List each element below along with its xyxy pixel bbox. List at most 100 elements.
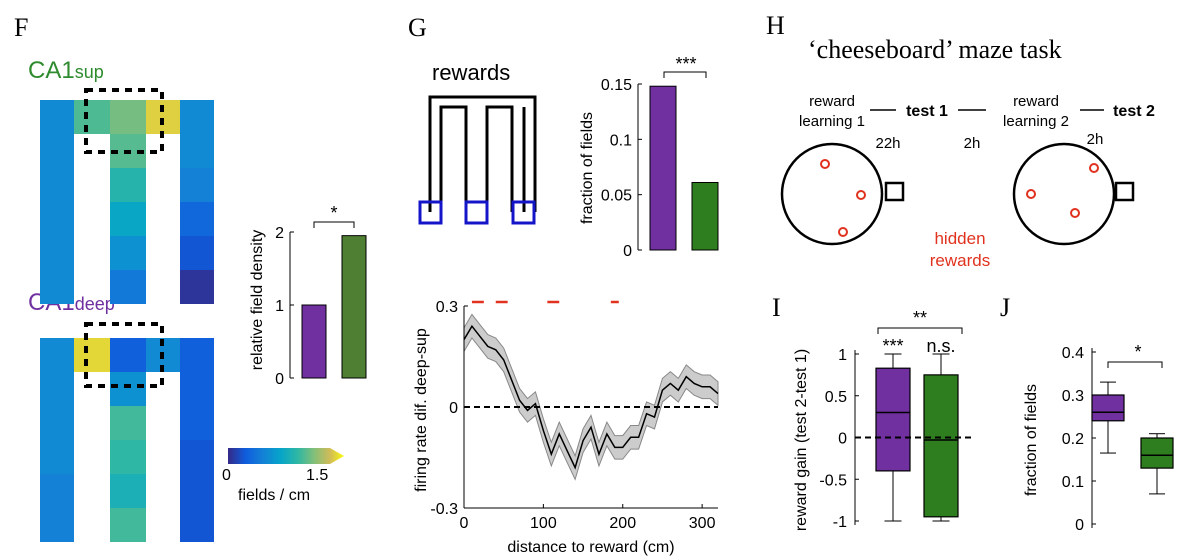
- maze-cell-left: [40, 406, 74, 440]
- box-y-tick-label: 0: [838, 431, 847, 448]
- maze-cell-center: [110, 202, 146, 236]
- f-bar: [341, 235, 367, 379]
- task-title: ‘cheeseboard’ maze task: [808, 35, 1062, 64]
- maze-cell-top: [110, 100, 146, 134]
- box-body: [923, 374, 959, 518]
- box-sig-bracket: [1107, 361, 1163, 368]
- box-label: ***: [882, 336, 903, 356]
- maze-cell-center: [110, 168, 146, 202]
- g-line-x-tick-label: 0: [460, 515, 469, 532]
- box-y-tick-label: 0.5: [825, 389, 847, 406]
- maze-cell-left: [40, 508, 74, 542]
- hidden-rewards-line1: hidden: [934, 229, 985, 248]
- panel-letter-j: J: [1000, 293, 1010, 322]
- g-y-tick-label: 0.05: [601, 188, 632, 205]
- colorbar-min-label: 0: [222, 467, 231, 484]
- j-box-chart: 0 0.1 0.2 0.3 0.4 fraction of fields *: [1023, 342, 1174, 534]
- maze-cell-right: [180, 338, 214, 372]
- maze-cell-right: [180, 270, 214, 304]
- box-ylabel: fraction of fields: [1023, 384, 1040, 496]
- reward-well-2a: [1089, 163, 1099, 173]
- maze-cell-right: [180, 134, 214, 168]
- ca1sup-title-sub: sup: [75, 62, 104, 82]
- box-y-tick-label: 0.4: [1062, 345, 1084, 362]
- cheeseboard-1: [780, 142, 884, 246]
- g-mean-line: [463, 324, 719, 470]
- hidden-rewards-line2: rewards: [930, 251, 990, 270]
- box-ylabel: reward gain (test 2-test 1): [793, 349, 810, 531]
- reward-zone-box-deep: [84, 322, 164, 388]
- g-bar: [649, 85, 677, 251]
- g-line-x-tick-label: 100: [530, 515, 557, 532]
- maze-cell-top: [74, 338, 110, 372]
- maze-cell-right: [180, 168, 214, 202]
- ca1deep-title-sub: deep: [75, 294, 115, 314]
- ca1sup-title-main: CA1: [28, 57, 75, 84]
- maze-cell-left: [40, 168, 74, 202]
- start-box-1: [884, 181, 905, 202]
- g-line-y-tick-label: 0: [449, 400, 458, 417]
- reward-learning-2-line1: reward: [1013, 93, 1059, 110]
- g-sig-label: ***: [675, 54, 696, 74]
- maze-cell-center: [110, 474, 146, 508]
- g-bar-chart: 0 0.05 0.1 0.15 *** fraction of fields: [579, 54, 719, 260]
- box-y-tick-label: 1: [838, 347, 847, 364]
- panel-letter-h: H: [766, 11, 785, 40]
- reward-learning-2-line2: learning 2: [1003, 113, 1069, 130]
- maze-cell-right: [180, 202, 214, 236]
- reward-zone-box-sup: [84, 88, 164, 154]
- maze-cell-left: [40, 372, 74, 406]
- maze-cell-right: [180, 406, 214, 440]
- box-body: [1091, 394, 1125, 422]
- box-sig-label: **: [913, 308, 927, 328]
- f-y-tick-label: 2: [275, 225, 284, 242]
- maze-cell-right: [180, 236, 214, 270]
- rewards-title: rewards: [432, 60, 510, 85]
- g-line-x-tick-label: 200: [609, 515, 636, 532]
- f-y-tick-label: 0: [275, 371, 284, 388]
- maze-cell-right: [180, 440, 214, 474]
- gap-2h-a: 2h: [964, 135, 981, 152]
- colorbar-label: fields / cm: [238, 487, 310, 504]
- maze-cell-left: [40, 440, 74, 474]
- g-sig-bracket: [663, 71, 707, 78]
- maze-cell-right: [180, 100, 214, 134]
- box-body: [875, 367, 911, 472]
- reward-well-1a: [820, 159, 830, 169]
- gap-22h: 22h: [875, 135, 900, 152]
- g-line-x-tick-label: 300: [689, 515, 716, 532]
- colorbar-max-label: 1.5: [306, 467, 328, 484]
- maze-cell-left: [40, 338, 74, 372]
- reward-box-2: [464, 200, 489, 225]
- maze-cell-top: [74, 100, 110, 134]
- g-bar: [691, 181, 719, 251]
- panel-letter-i: I: [772, 293, 781, 322]
- g-ci-band: [463, 313, 719, 481]
- box-y-tick-label: 0: [1075, 517, 1084, 534]
- f-ylabel: relative field density: [249, 230, 266, 371]
- g-y-tick-label: 0.15: [601, 77, 632, 94]
- box-sig-label: *: [1134, 342, 1141, 362]
- g-maze-schematic: [428, 95, 537, 212]
- f-sig-bracket: [313, 221, 355, 228]
- cheeseboard-2: [1012, 142, 1116, 246]
- box-y-tick-label: 0.1: [1062, 474, 1084, 491]
- maze-arm-2: [485, 105, 514, 212]
- colorbar: [228, 448, 344, 464]
- reward-well-1c: [838, 227, 848, 237]
- g-line-y-tick-label: 0.3: [436, 299, 458, 316]
- reward-learning-1-line1: reward: [809, 93, 855, 110]
- reward-well-1b: [856, 190, 866, 200]
- maze-cell-center: [110, 270, 146, 304]
- box-body: [1140, 437, 1174, 469]
- test-1-label: test 1: [906, 103, 948, 120]
- maze-cell-left: [40, 270, 74, 304]
- g-line-xlabel: distance to reward (cm): [507, 539, 674, 556]
- maze-arm-1: [439, 105, 468, 212]
- box-sig-bracket: [877, 327, 963, 334]
- f-bar: [301, 304, 327, 379]
- start-box-2: [1114, 181, 1135, 202]
- maze-heatmap-deep: [40, 338, 214, 542]
- gap-2h-b: 2h: [1087, 131, 1104, 148]
